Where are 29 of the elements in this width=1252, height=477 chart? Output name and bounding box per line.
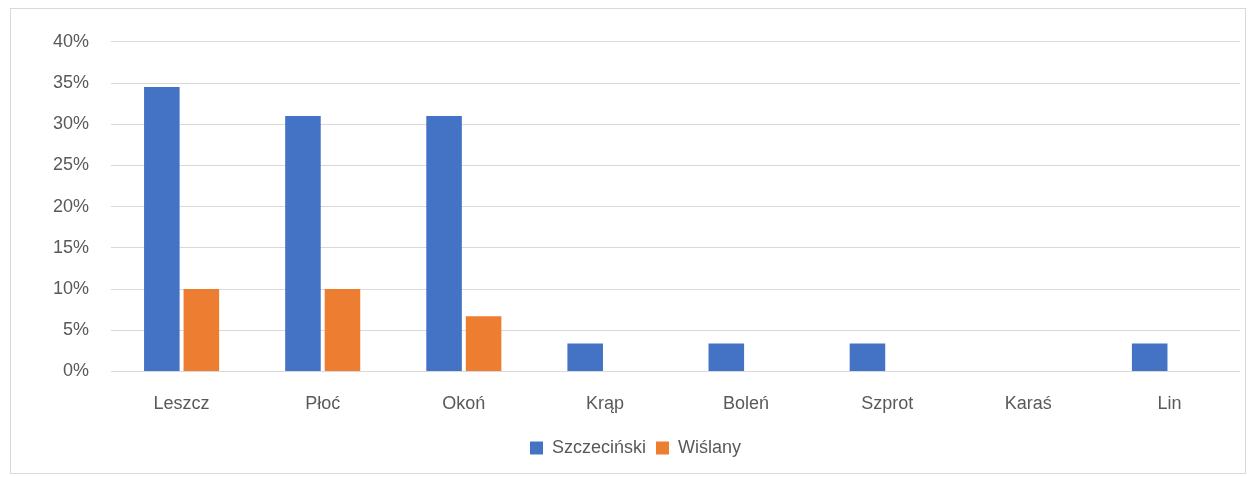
bar (144, 87, 180, 371)
bar (465, 316, 502, 371)
x-tick-label: Karaś (1004, 393, 1052, 414)
y-tick-label: 20% (53, 195, 90, 216)
legend-label: Szczeciński (551, 436, 647, 457)
y-tick-label: 10% (53, 277, 90, 298)
y-tick-label: 35% (53, 71, 90, 92)
x-tick-label: Krąp (585, 393, 624, 414)
y-tick-label: 25% (53, 154, 90, 175)
y-tick-label: 30% (53, 113, 90, 134)
bar (567, 343, 603, 371)
bar (708, 343, 745, 371)
bar (1131, 343, 1168, 371)
x-tick-label: Okoń (442, 393, 486, 414)
y-tick-label: 0% (63, 360, 90, 381)
bar (426, 115, 462, 371)
legend-label: Wiślany (678, 436, 742, 457)
x-tick-label: Lin (1157, 393, 1182, 414)
x-tick-label: Szprot (861, 393, 914, 414)
bar (849, 343, 886, 371)
bar (285, 115, 321, 371)
bar (324, 289, 361, 371)
bar (183, 289, 220, 371)
x-tick-label: Leszcz (153, 393, 210, 414)
y-tick-label: 15% (53, 236, 90, 257)
y-tick-label: 5% (63, 319, 90, 340)
x-tick-label: Płoć (305, 393, 341, 414)
x-tick-label: Boleń (723, 393, 770, 414)
y-tick-label: 40% (53, 30, 90, 51)
